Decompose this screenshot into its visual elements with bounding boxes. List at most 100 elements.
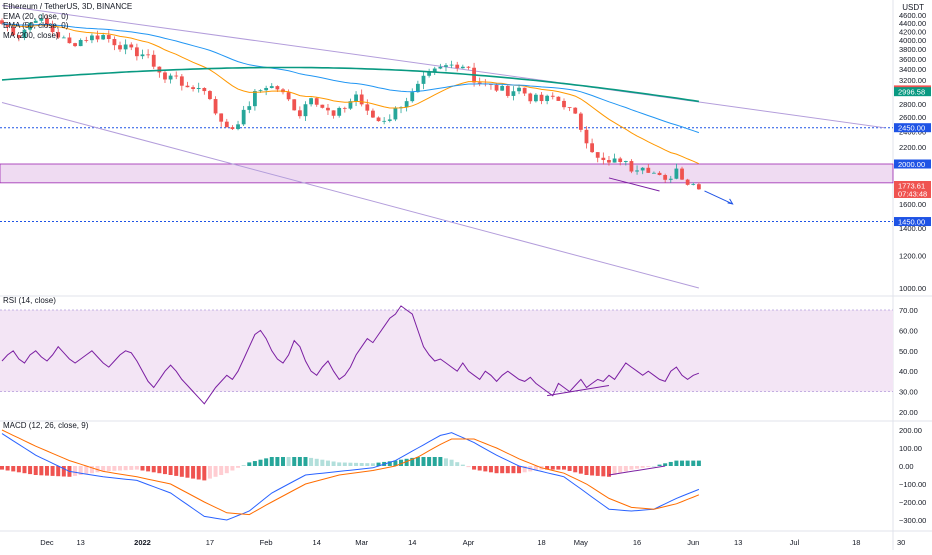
rsi-title[interactable]: RSI (14, close) xyxy=(3,296,56,305)
candle-body xyxy=(590,143,594,153)
candle-body xyxy=(5,23,10,28)
indicator-ema50-label[interactable]: EMA (50, close, 0) xyxy=(3,21,69,30)
candle-body xyxy=(438,66,443,69)
macd-hist-bar xyxy=(404,458,409,466)
candle-body xyxy=(365,104,370,111)
candle-body xyxy=(359,94,364,105)
candle-body xyxy=(84,40,89,41)
price-label-5: 1773.61 xyxy=(898,181,925,190)
macd-hist-bar xyxy=(157,466,162,474)
symbol-title[interactable]: Ethereum / TetherUS, 3D, BINANCE xyxy=(3,2,133,11)
candle-body xyxy=(691,184,696,186)
macd-hist-bar xyxy=(230,466,235,471)
candle-body xyxy=(269,86,274,88)
macd-hist-bar xyxy=(640,466,645,468)
macd-hist-bar xyxy=(663,463,668,466)
candle-body xyxy=(224,121,229,128)
macd-hist-bar xyxy=(325,460,330,466)
candle-body xyxy=(50,25,55,33)
macd-hist-bar xyxy=(399,459,404,466)
candle-body xyxy=(534,94,538,102)
macd-hist-bar xyxy=(348,462,353,466)
macd-hist-bar xyxy=(494,466,499,474)
candle-body xyxy=(584,129,589,144)
price-tick-label: 1400.00 xyxy=(899,224,926,233)
macd-hist-bar xyxy=(488,466,493,473)
macd-hist-bar xyxy=(674,460,679,466)
time-tick-label: Feb xyxy=(260,538,273,547)
candle-body xyxy=(258,90,263,92)
macd-hist-bar xyxy=(309,457,314,466)
macd-hist-bar xyxy=(224,466,229,474)
candle-body xyxy=(106,35,111,40)
macd-hist-bar xyxy=(472,466,477,470)
candle-body xyxy=(309,98,313,105)
macd-hist-bar xyxy=(0,466,4,470)
rsi-divergence-line xyxy=(547,384,610,397)
candle-body xyxy=(275,86,280,90)
macd-tick-label: 100.00 xyxy=(899,444,922,453)
candle-body xyxy=(517,87,521,92)
macd-hist-bar xyxy=(393,460,398,466)
time-tick-label: Jun xyxy=(687,538,699,547)
macd-hist-bar xyxy=(129,466,134,470)
price-label-box-2 xyxy=(894,87,931,97)
time-tick-label: 14 xyxy=(408,538,416,547)
macd-hist-bar xyxy=(500,466,505,474)
macd-hist-bar xyxy=(601,466,606,477)
macd-hist-bar xyxy=(134,466,139,470)
candle-body xyxy=(545,95,550,102)
candle-body xyxy=(22,29,27,38)
macd-hist-bar xyxy=(483,466,488,472)
candle-body xyxy=(511,91,516,96)
macd-hist-bar xyxy=(207,466,212,479)
candle-body xyxy=(696,184,701,190)
candle-body xyxy=(337,107,342,116)
candle-body xyxy=(550,95,555,97)
time-tick-label: 13 xyxy=(734,538,742,547)
candle-body xyxy=(320,104,325,108)
macd-hist-bar xyxy=(191,466,196,479)
macd-hist-bar xyxy=(264,458,269,466)
macd-hist-bar xyxy=(22,466,27,474)
candle-body xyxy=(421,75,426,84)
macd-hist-bar xyxy=(185,466,190,478)
candle-body xyxy=(635,170,639,172)
ema20-line xyxy=(1,23,700,165)
macd-hist-bar xyxy=(11,466,16,472)
candle-body xyxy=(567,107,572,108)
macd-hist-bar xyxy=(606,466,611,477)
candle-body xyxy=(685,179,690,185)
candle-body xyxy=(140,54,145,57)
macd-hist-bar xyxy=(646,466,651,467)
price-tick-label: 3400.00 xyxy=(899,65,926,74)
candle-body xyxy=(185,85,190,88)
candle-body xyxy=(253,91,257,107)
macd-hist-bar xyxy=(595,466,600,476)
macd-hist-bar xyxy=(567,466,572,471)
price-tick-label: 4200.00 xyxy=(899,27,926,36)
price-tick-label: 3800.00 xyxy=(899,45,926,54)
price-tick-label: 4400.00 xyxy=(899,19,926,28)
candle-body xyxy=(129,44,134,48)
macd-hist-bar xyxy=(438,457,443,466)
indicator-ma200-label[interactable]: MA (200, close) xyxy=(3,30,59,40)
rsi-line xyxy=(1,305,700,405)
macd-hist-bar xyxy=(219,466,224,475)
price-tick-label: 1000.00 xyxy=(899,284,926,293)
candle-body xyxy=(460,66,465,69)
macd-hist-bar xyxy=(455,462,460,466)
candle-body xyxy=(326,107,330,111)
macd-hist-bar xyxy=(623,466,628,472)
macd-hist-bar xyxy=(427,457,432,466)
candle-body xyxy=(39,18,44,21)
rsi-tick-label: 40.00 xyxy=(899,367,918,376)
macd-hist-bar xyxy=(252,461,257,466)
macd-hist-bar xyxy=(258,459,263,466)
candle-body xyxy=(444,65,448,67)
macd-title[interactable]: MACD (12, 26, close, 9) xyxy=(3,421,89,430)
indicator-ema20-label[interactable]: EMA (20, close, 0) xyxy=(3,11,69,21)
candle-body xyxy=(78,40,83,47)
rsi-tick-label: 70.00 xyxy=(899,306,918,315)
candle-body xyxy=(629,161,634,172)
